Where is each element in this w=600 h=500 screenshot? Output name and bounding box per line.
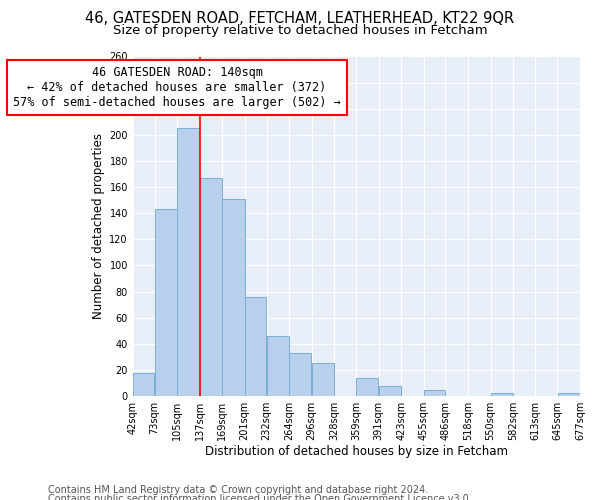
Bar [200, 178, 222, 396]
Bar [557, 394, 580, 396]
Bar [491, 394, 513, 396]
Bar [424, 390, 445, 396]
X-axis label: Distribution of detached houses by size in Fetcham: Distribution of detached houses by size … [205, 444, 508, 458]
Y-axis label: Number of detached properties: Number of detached properties [92, 134, 105, 320]
Bar [177, 128, 199, 396]
Bar [379, 386, 401, 396]
Text: Size of property relative to detached houses in Fetcham: Size of property relative to detached ho… [113, 24, 487, 37]
Bar [312, 364, 334, 396]
Bar [267, 336, 289, 396]
Bar [289, 353, 311, 396]
Bar [356, 378, 379, 396]
Text: 46, GATESDEN ROAD, FETCHAM, LEATHERHEAD, KT22 9QR: 46, GATESDEN ROAD, FETCHAM, LEATHERHEAD,… [85, 11, 515, 26]
Text: Contains public sector information licensed under the Open Government Licence v3: Contains public sector information licen… [48, 494, 472, 500]
Bar [133, 372, 154, 396]
Bar [155, 210, 177, 396]
Text: 46 GATESDEN ROAD: 140sqm
← 42% of detached houses are smaller (372)
57% of semi-: 46 GATESDEN ROAD: 140sqm ← 42% of detach… [13, 66, 341, 108]
Text: Contains HM Land Registry data © Crown copyright and database right 2024.: Contains HM Land Registry data © Crown c… [48, 485, 428, 495]
Bar [223, 199, 245, 396]
Bar [245, 297, 266, 396]
